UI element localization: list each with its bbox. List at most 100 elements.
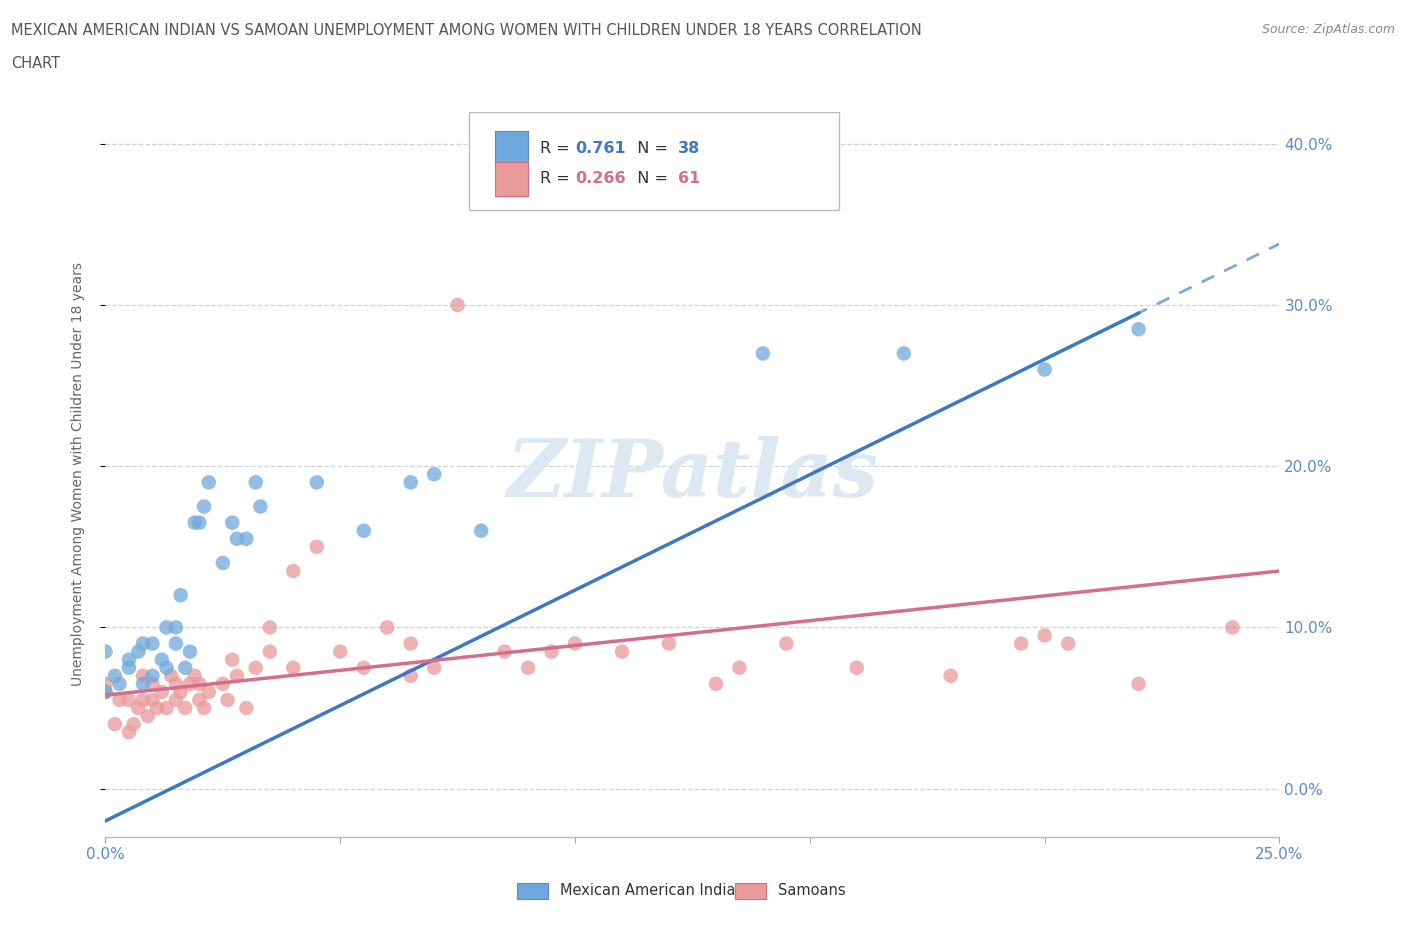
Text: CHART: CHART xyxy=(11,56,60,71)
Point xyxy=(155,620,177,635)
Point xyxy=(132,669,155,684)
Point xyxy=(893,346,915,361)
Point xyxy=(221,515,243,530)
Point xyxy=(329,644,352,659)
Point xyxy=(174,700,197,715)
Point xyxy=(150,652,173,667)
Point xyxy=(141,693,163,708)
Point xyxy=(470,524,492,538)
Point xyxy=(188,515,211,530)
Point xyxy=(399,475,422,490)
Point xyxy=(305,475,328,490)
Point xyxy=(122,717,145,732)
Point xyxy=(221,652,243,667)
Point xyxy=(169,588,191,603)
Point xyxy=(132,676,155,691)
Point xyxy=(141,676,163,691)
Point xyxy=(211,676,233,691)
Point xyxy=(150,684,173,699)
Point xyxy=(226,669,249,684)
Text: 0.266: 0.266 xyxy=(575,171,626,186)
Point xyxy=(375,620,398,635)
Point xyxy=(174,660,197,675)
Point xyxy=(118,724,141,739)
Point xyxy=(235,700,257,715)
Point xyxy=(752,346,775,361)
Point xyxy=(94,684,117,699)
Point xyxy=(353,524,375,538)
Text: MEXICAN AMERICAN INDIAN VS SAMOAN UNEMPLOYMENT AMONG WOMEN WITH CHILDREN UNDER 1: MEXICAN AMERICAN INDIAN VS SAMOAN UNEMPL… xyxy=(11,23,922,38)
Point xyxy=(1010,636,1032,651)
Point xyxy=(193,700,215,715)
Point xyxy=(353,660,375,675)
Text: R =: R = xyxy=(540,171,575,186)
Point xyxy=(283,660,305,675)
Point xyxy=(845,660,868,675)
Point xyxy=(169,684,191,699)
Point xyxy=(94,644,117,659)
Point xyxy=(108,676,131,691)
Point xyxy=(141,669,163,684)
Text: Source: ZipAtlas.com: Source: ZipAtlas.com xyxy=(1261,23,1395,36)
FancyBboxPatch shape xyxy=(470,112,839,209)
Text: Mexican American Indians: Mexican American Indians xyxy=(560,884,752,898)
Point xyxy=(165,620,187,635)
Point xyxy=(245,475,267,490)
Point xyxy=(165,636,187,651)
Point xyxy=(1128,676,1150,691)
Text: 0.761: 0.761 xyxy=(575,141,626,156)
Text: 38: 38 xyxy=(678,141,700,156)
Point xyxy=(564,636,586,651)
Point xyxy=(1033,362,1056,377)
Point xyxy=(423,467,446,482)
Point xyxy=(235,531,257,546)
Point xyxy=(141,636,163,651)
Point xyxy=(226,531,249,546)
Point xyxy=(305,539,328,554)
Text: ZIPatlas: ZIPatlas xyxy=(506,435,879,513)
Text: N =: N = xyxy=(627,171,673,186)
Point xyxy=(118,652,141,667)
Point xyxy=(183,669,205,684)
Point xyxy=(1128,322,1150,337)
Point xyxy=(259,644,281,659)
Point xyxy=(188,693,211,708)
Point xyxy=(1033,628,1056,643)
Point xyxy=(283,564,305,578)
Point xyxy=(775,636,797,651)
Point xyxy=(132,693,155,708)
Point xyxy=(160,669,183,684)
Point xyxy=(399,636,422,651)
Point xyxy=(704,676,727,691)
Point xyxy=(494,644,516,659)
Point xyxy=(179,676,201,691)
Point xyxy=(94,684,117,699)
Point xyxy=(188,676,211,691)
Point xyxy=(939,669,962,684)
Bar xyxy=(495,162,529,196)
Point xyxy=(127,700,149,715)
Point xyxy=(146,700,169,715)
Point xyxy=(118,693,141,708)
Point xyxy=(108,693,131,708)
Point xyxy=(399,669,422,684)
Y-axis label: Unemployment Among Women with Children Under 18 years: Unemployment Among Women with Children U… xyxy=(70,262,84,686)
Point xyxy=(197,475,219,490)
Point xyxy=(179,644,201,659)
Point xyxy=(132,636,155,651)
Point xyxy=(540,644,562,659)
Point xyxy=(118,660,141,675)
Point xyxy=(446,298,468,312)
Point xyxy=(728,660,751,675)
Point xyxy=(249,499,271,514)
Point xyxy=(217,693,239,708)
Text: R =: R = xyxy=(540,141,575,156)
Point xyxy=(658,636,681,651)
Text: Samoans: Samoans xyxy=(778,884,845,898)
Point xyxy=(136,709,159,724)
Point xyxy=(165,676,187,691)
Point xyxy=(610,644,633,659)
Point xyxy=(197,684,219,699)
Point xyxy=(517,660,540,675)
Point xyxy=(104,717,127,732)
